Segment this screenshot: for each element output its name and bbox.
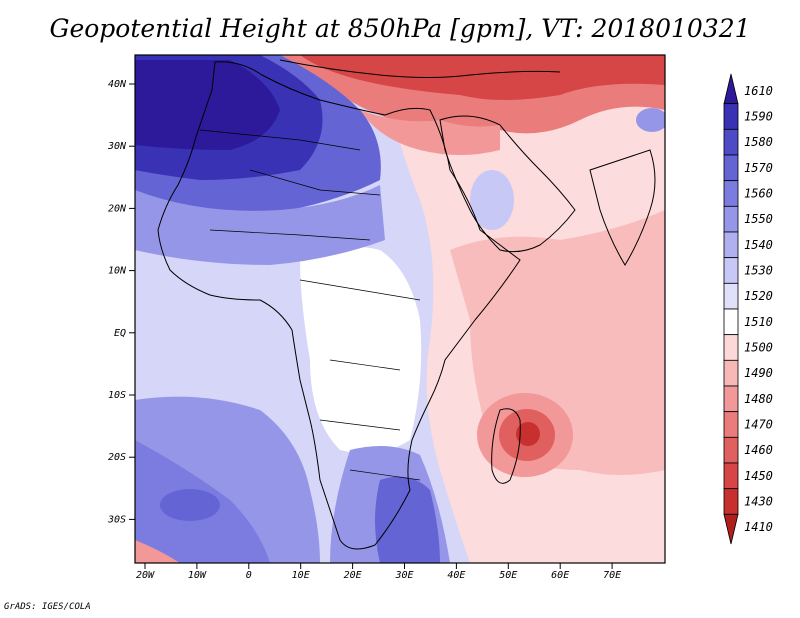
colorbar-label: 1520: [744, 289, 773, 303]
colorbar-swatch: [723, 103, 739, 130]
country-borders: [199, 129, 421, 481]
madagascar-coastline: [491, 408, 521, 484]
colorbar-swatch: [723, 488, 739, 515]
colorbar-swatch: [723, 462, 739, 490]
y-tick-label: 10S: [108, 390, 126, 401]
colorbar-label: 1410: [744, 520, 773, 534]
colorbar-label: 1480: [744, 392, 773, 406]
colorbar-swatch: [723, 334, 739, 361]
field-north-deep-red: [300, 55, 665, 100]
field-med-red: [360, 110, 500, 155]
x-tick-label: 20E: [344, 570, 362, 581]
colorbar-swatch-top: [723, 73, 739, 105]
colorbar-label: 1460: [744, 443, 773, 457]
colorbar: 1610 1590 1580 1570 1560 1550 1540 1530 1520 1510…: [723, 73, 773, 545]
map-frame: [134, 54, 666, 564]
x-tick-label: 50E: [499, 570, 517, 581]
colorbar-swatch: [723, 231, 739, 259]
x-tick-label: 10W: [188, 570, 207, 581]
height-field: [135, 55, 665, 563]
x-tick-label: 20W: [136, 570, 155, 581]
colorbar-label: 1430: [744, 495, 773, 509]
x-tick-label: 60E: [551, 570, 569, 581]
colorbar-label: 1580: [744, 135, 773, 149]
colorbar-label: 1570: [744, 161, 773, 175]
colorbar-swatch: [723, 180, 739, 207]
colorbar-label: 1510: [744, 315, 773, 329]
colorbar-label: 1590: [744, 110, 773, 124]
y-axis: 40N 30N 20N 10N EQ 10S 20S 30S: [107, 79, 135, 525]
colorbar-swatch: [723, 257, 739, 284]
coastlines: [157, 59, 656, 550]
field-central-neutral: [300, 246, 422, 454]
y-tick-label: 10N: [108, 266, 127, 277]
y-tick-label: 20S: [108, 452, 126, 463]
y-tick-label: EQ: [114, 328, 126, 339]
colorbar-label: 1500: [744, 341, 773, 355]
colorbar-swatch: [723, 205, 739, 233]
colorbar-swatch: [723, 436, 739, 464]
colorbar-swatch: [723, 282, 739, 310]
colorbar-swatch: [723, 154, 739, 182]
y-tick-label: 20N: [108, 203, 127, 214]
y-tick-label: 40N: [108, 79, 127, 90]
x-tick-label: 10E: [292, 570, 310, 581]
x-axis: 20W 10W 0 10E 20E 30E 40E 50E 60E 70E: [136, 563, 621, 581]
colorbar-swatch: [723, 359, 739, 387]
colorbar-swatch: [723, 128, 739, 156]
y-tick-label: 30N: [107, 141, 127, 152]
map-title: Geopotential Height at 850hPa [gpm], VT:…: [49, 14, 751, 43]
field-west-africa: [135, 185, 385, 265]
colorbar-label: 1530: [744, 264, 773, 278]
india-coastline: [589, 149, 656, 266]
x-tick-label: 0: [246, 570, 252, 581]
colorbar-swatch: [723, 385, 739, 413]
field-sw-corner: [135, 540, 180, 563]
mediterranean-coast: [279, 59, 561, 78]
field-himalaya: [636, 108, 665, 132]
colorbar-label: 1470: [744, 418, 773, 432]
africa-coastline: [157, 61, 521, 550]
field-atlantic-high-center: [160, 489, 220, 521]
low-center-inner: [516, 422, 540, 446]
colorbar-label: 1540: [744, 238, 773, 252]
colorbar-label: 1560: [744, 187, 773, 201]
colorbar-swatch: [723, 411, 739, 438]
grads-credit: GrADS: IGES/COLA: [4, 602, 91, 612]
field-sahara-peak: [135, 60, 280, 150]
colorbar-label: 1490: [744, 366, 773, 380]
x-tick-label: 40E: [447, 570, 465, 581]
colorbar-swatch-bottom: [723, 513, 739, 545]
colorbar-label: 1550: [744, 212, 773, 226]
arabia-coastline: [439, 115, 576, 253]
field-south-africa-high: [375, 476, 440, 563]
colorbar-swatch: [723, 308, 739, 336]
x-tick-label: 30E: [394, 570, 413, 581]
x-tick-label: 70E: [603, 570, 621, 581]
colorbar-label: 1450: [744, 469, 773, 483]
colorbar-label: 1610: [744, 84, 773, 98]
y-tick-label: 30S: [107, 514, 126, 525]
field-arabia-pocket: [470, 170, 514, 230]
